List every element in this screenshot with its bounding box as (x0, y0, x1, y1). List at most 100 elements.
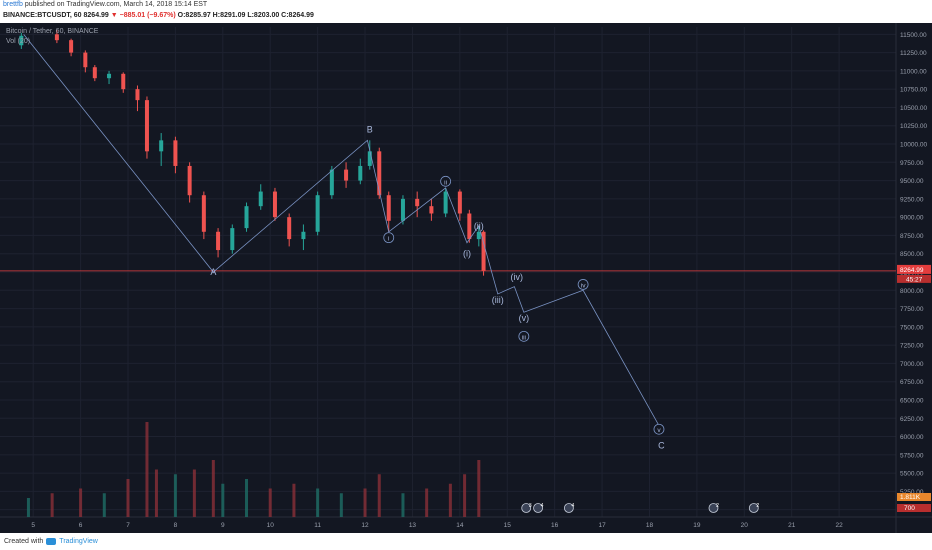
wave-label-circle (383, 232, 395, 244)
wave-label: (ii) (474, 221, 484, 231)
wave-label-circle (653, 423, 665, 435)
x-tick-label: 8 (174, 522, 178, 529)
x-tick-label: 21 (788, 522, 796, 529)
last-price: 8264.99 (83, 12, 109, 19)
y-tick-label: 9500.00 (900, 178, 924, 185)
symbol-info: BINANCE:BTCUSDT, 60 8264.99 ▼ −885.01 (−… (3, 12, 314, 19)
candle-body (443, 191, 448, 214)
wave-label-circle (577, 279, 589, 290)
volume-bar (268, 488, 272, 517)
x-tick-label: 14 (456, 522, 464, 529)
candle-body (19, 35, 24, 46)
volume-bar (339, 493, 343, 517)
candle-body (367, 151, 372, 166)
volume-bar (477, 460, 481, 517)
created-with-label: Created with (4, 538, 44, 545)
x-tick-label: 20 (741, 522, 749, 529)
volume-bar (245, 479, 249, 517)
event-marker (748, 503, 759, 513)
candle-body (107, 73, 112, 79)
x-tick-label: 6 (79, 522, 83, 529)
wave-label: iv (581, 282, 586, 289)
x-tick-label: 17 (598, 522, 606, 529)
wave-label: (iv) (510, 272, 523, 282)
countdown-label: 45:27 (906, 276, 923, 283)
x-tick-label: 16 (551, 522, 559, 529)
event-marker (533, 503, 543, 513)
wave-label: (iii) (492, 295, 504, 305)
volume-bar (363, 488, 367, 517)
volume-bar (211, 460, 215, 517)
volume-bar (316, 488, 320, 517)
y-tick-label: 6500.00 (900, 397, 924, 404)
y-tick-label: 9250.00 (900, 196, 924, 203)
x-tick-label: 22 (835, 522, 843, 529)
x-tick-label: 10 (267, 522, 275, 529)
wave-label: B (367, 124, 373, 134)
candle-body (301, 231, 306, 240)
event-marker-label: 3 (529, 503, 532, 509)
candle-body (135, 89, 140, 101)
event-marker-label: 4 (571, 503, 574, 509)
wave-label-circle (518, 330, 530, 342)
candle-body (329, 169, 334, 196)
y-tick-label: 5250.00 (900, 489, 924, 496)
publish-info: brettfb published on TradingView.com, Ma… (3, 1, 207, 8)
price-chart[interactable]: 11500.00 11250.00 11000.00 10750.00 10500.00… (0, 23, 932, 533)
event-marker (521, 503, 532, 513)
candle-body (457, 191, 462, 214)
x-tick-label: 18 (646, 522, 654, 529)
candle-body (230, 228, 235, 251)
volume-legend[interactable]: Vol (20) (6, 38, 31, 45)
published-text: published on TradingView.com, March 14, … (24, 1, 208, 8)
y-tick-label: 7750.00 (900, 306, 924, 313)
y-tick-label: 5750.00 (900, 452, 924, 459)
event-marker (708, 503, 719, 513)
candle-body (244, 206, 249, 229)
y-tick-label: 10000.00 (900, 142, 927, 149)
candle-body (201, 195, 206, 232)
event-marker-label: 2 (756, 503, 759, 509)
wave-label: iii (522, 334, 526, 341)
x-tick-label: 7 (126, 522, 130, 529)
candle-body (377, 151, 382, 196)
y-tick-label: 6000.00 (900, 434, 924, 441)
x-tick-label: 5 (31, 522, 35, 529)
chart-header: brettfb published on TradingView.com, Ma… (0, 0, 932, 23)
wave-label-circle (440, 175, 452, 187)
volume-bar (145, 422, 149, 517)
candle-body (173, 140, 178, 166)
y-tick-label: 8500.00 (900, 251, 924, 258)
volume-bar (79, 488, 83, 517)
candle-body (121, 73, 126, 90)
volume-bar (221, 483, 225, 517)
ohlc-values: O:8285.97 H:8291.09 L:8203.00 C:8264.99 (177, 12, 314, 19)
candle-body (92, 67, 97, 79)
x-tick-label: 15 (504, 522, 512, 529)
y-tick-label: 8750.00 (900, 233, 924, 240)
username-link[interactable]: brettfb (3, 1, 23, 8)
volume-bar (192, 469, 196, 517)
volume-bar (377, 474, 381, 517)
countdown-tag (897, 274, 931, 283)
x-tick-label: 13 (409, 522, 417, 529)
y-tick-label: 10250.00 (900, 123, 927, 130)
y-tick-label: 6750.00 (900, 379, 924, 386)
y-tick-label: 11250.00 (900, 50, 927, 57)
series-legend[interactable]: Bitcoin / Tether, 60, BINANCE (6, 28, 99, 35)
candle-body (54, 34, 59, 41)
candle-body (429, 206, 434, 214)
footer: Created with TradingView (0, 533, 932, 550)
wave-label: ii (444, 179, 447, 186)
wave-label: (i) (463, 249, 471, 259)
event-marker-label: 4 (541, 503, 544, 509)
tradingview-brand[interactable]: TradingView (59, 538, 98, 545)
candle-body (315, 195, 320, 232)
candle-body (400, 198, 405, 221)
last-price-tag-label: 8264.99 (900, 267, 924, 274)
candle-body (358, 165, 363, 181)
y-tick-label: 11500.00 (900, 32, 927, 39)
candle-body (344, 169, 349, 181)
chart-area[interactable]: 11500.00 11250.00 11000.00 10750.00 10500.00… (0, 23, 932, 533)
volume-bar (425, 488, 429, 517)
